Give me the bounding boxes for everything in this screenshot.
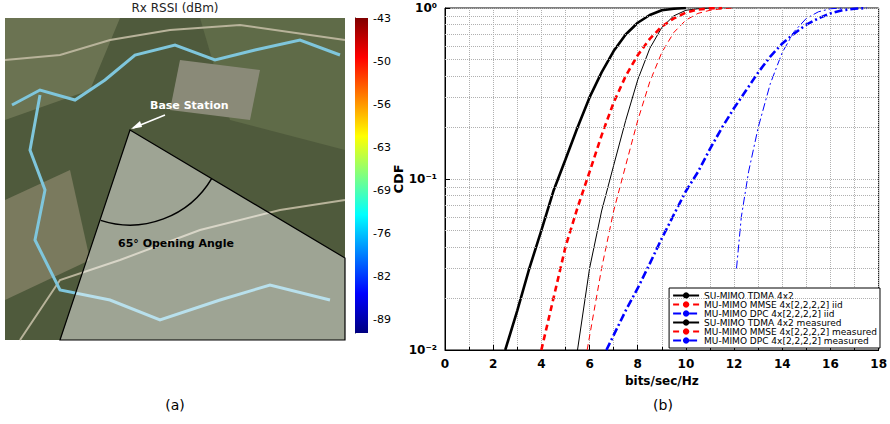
svg-text:-56: -56 — [373, 98, 391, 111]
svg-text:bits/sec/Hz: bits/sec/Hz — [625, 374, 699, 388]
svg-text:-50: -50 — [373, 55, 391, 68]
svg-text:-89: -89 — [373, 313, 391, 326]
svg-text:18: 18 — [870, 357, 887, 371]
svg-text:Rx RSSI (dBm): Rx RSSI (dBm) — [131, 1, 218, 15]
svg-text:(b): (b) — [653, 397, 673, 413]
svg-text:-63: -63 — [373, 141, 391, 154]
svg-text:4: 4 — [537, 357, 545, 371]
svg-text:0: 0 — [441, 357, 449, 371]
svg-text:SU-MIMO TDMA 4x2 measured: SU-MIMO TDMA 4x2 measured — [704, 317, 842, 328]
svg-text:10⁻¹: 10⁻¹ — [409, 172, 437, 186]
svg-text:MU-MIMO DPC 4x[2,2,2,2] measur: MU-MIMO DPC 4x[2,2,2,2] measured — [704, 336, 869, 346]
svg-text:-69: -69 — [373, 184, 391, 197]
svg-text:65° Opening Angle: 65° Opening Angle — [118, 237, 234, 250]
svg-text:14: 14 — [774, 357, 791, 371]
svg-text:SU-MIMO TDMA 4x2: SU-MIMO TDMA 4x2 — [704, 290, 794, 301]
svg-text:Base Station: Base Station — [150, 99, 229, 112]
svg-text:MU-MIMO MMSE 4x[2,2,2,2] measu: MU-MIMO MMSE 4x[2,2,2,2] measured — [704, 326, 877, 337]
svg-text:CDF: CDF — [391, 164, 406, 193]
svg-text:10⁻²: 10⁻² — [409, 343, 437, 357]
svg-text:MU-MIMO MMSE 4x[2,2,2,2] iid: MU-MIMO MMSE 4x[2,2,2,2] iid — [704, 299, 843, 310]
svg-text:10: 10 — [678, 357, 695, 371]
svg-text:-43: -43 — [373, 12, 391, 25]
svg-text:-82: -82 — [373, 270, 391, 283]
svg-text:(a): (a) — [165, 397, 185, 413]
svg-text:16: 16 — [822, 357, 839, 371]
svg-text:8: 8 — [634, 357, 642, 371]
svg-text:-76: -76 — [373, 227, 391, 240]
svg-text:12: 12 — [726, 357, 743, 371]
svg-text:6: 6 — [585, 357, 593, 371]
svg-text:2: 2 — [489, 357, 497, 371]
svg-text:MU-MIMO DPC 4x[2,2,2,2] iid: MU-MIMO DPC 4x[2,2,2,2] iid — [704, 308, 835, 319]
svg-text:10⁰: 10⁰ — [415, 1, 437, 15]
